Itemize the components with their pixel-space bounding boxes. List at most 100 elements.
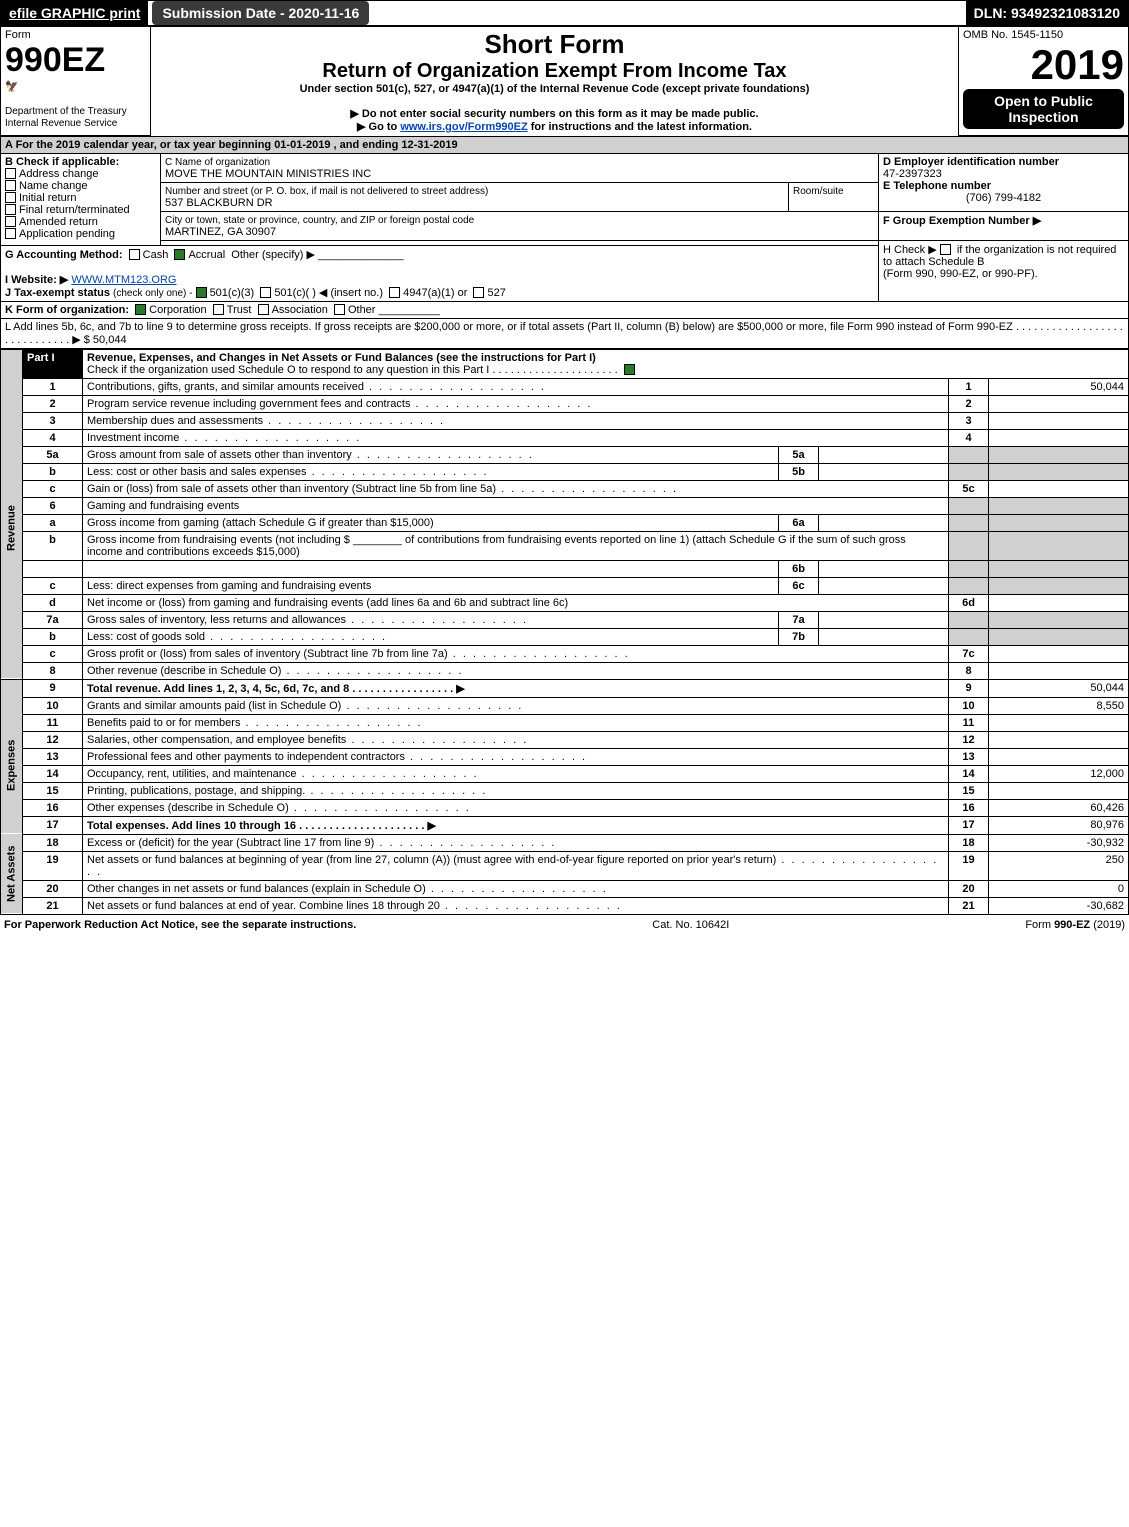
line-14-text: Occupancy, rent, utilities, and maintena… — [87, 768, 479, 780]
checkbox-4947[interactable] — [389, 287, 400, 298]
box-f-label: F Group Exemption Number ▶ — [883, 215, 1041, 227]
form-label: Form — [5, 29, 31, 41]
footer-right: Form 990-EZ (2019) — [1025, 919, 1125, 931]
line-16-text: Other expenses (describe in Schedule O) — [87, 802, 471, 814]
line-18-text: Excess or (deficit) for the year (Subtra… — [87, 837, 556, 849]
line-19-text: Net assets or fund balances at beginning… — [87, 854, 938, 878]
line-6b-text: Gross income from fundraising events (no… — [87, 534, 350, 546]
submission-date-badge: Submission Date - 2020-11-16 — [152, 1, 369, 25]
header-table: Form 990EZ 🦅 Department of the Treasury … — [0, 26, 1129, 136]
checkbox-corporation[interactable] — [135, 304, 146, 315]
line-3-text: Membership dues and assessments — [87, 415, 445, 427]
line-16-amount: 60,426 — [989, 799, 1129, 816]
irs-link[interactable]: www.irs.gov/Form990EZ — [400, 121, 527, 133]
line-2-text: Program service revenue including govern… — [87, 398, 592, 410]
line-11-text: Benefits paid to or for members — [87, 717, 423, 729]
footer-mid: Cat. No. 10642I — [652, 919, 729, 931]
form-subtitle: Return of Organization Exempt From Incom… — [155, 60, 954, 83]
part1-table: Part I Revenue, Expenses, and Changes in… — [0, 349, 1129, 915]
line-13-text: Professional fees and other payments to … — [87, 751, 587, 763]
line-5b-text: Less: cost or other basis and sales expe… — [87, 466, 489, 478]
top-bar: efile GRAPHIC print Submission Date - 20… — [0, 0, 1129, 26]
part1-title: Revenue, Expenses, and Changes in Net As… — [87, 352, 596, 364]
phone-value: (706) 799-4182 — [883, 192, 1124, 204]
form-under: Under section 501(c), 527, or 4947(a)(1)… — [155, 83, 954, 95]
line-6a-text: Gross income from gaming (attach Schedul… — [83, 514, 779, 531]
box-d-label: D Employer identification number — [883, 156, 1059, 168]
box-h-line1: H Check ▶ — [883, 244, 937, 256]
box-b-heading: B Check if applicable: — [5, 156, 119, 168]
checkbox-accrual[interactable] — [174, 249, 185, 260]
line-18-amount: -30,932 — [989, 834, 1129, 851]
line-5a-text: Gross amount from sale of assets other t… — [87, 449, 534, 461]
checkbox-final-return[interactable] — [5, 204, 16, 215]
part1-label: Part I — [27, 352, 55, 364]
ein-value: 47-2397323 — [883, 168, 942, 180]
box-e-label: E Telephone number — [883, 180, 991, 192]
checkbox-501c3[interactable] — [196, 287, 207, 298]
footer-left: For Paperwork Reduction Act Notice, see … — [4, 919, 356, 931]
line-7c-text: Gross profit or (loss) from sales of inv… — [87, 648, 630, 660]
line-20-text: Other changes in net assets or fund bala… — [87, 883, 608, 895]
open-to-public-badge: Open to Public Inspection — [963, 89, 1124, 129]
info-table: A For the 2019 calendar year, or tax yea… — [0, 136, 1129, 349]
line-6c-text: Less: direct expenses from gaming and fu… — [83, 577, 779, 594]
box-c-label: C Name of organization — [165, 157, 270, 168]
note-goto: ▶ Go to www.irs.gov/Form990EZ for instru… — [155, 120, 954, 133]
checkbox-schedule-o[interactable] — [624, 364, 635, 375]
checkbox-schedule-b[interactable] — [940, 244, 951, 255]
line-9-text: Total revenue. Add lines 1, 2, 3, 4, 5c,… — [87, 683, 465, 695]
line-6-text: Gaming and fundraising events — [83, 497, 949, 514]
website-link[interactable]: WWW.MTM123.ORG — [71, 274, 176, 286]
netassets-sidebar: Net Assets — [1, 834, 23, 914]
checkbox-501c[interactable] — [260, 287, 271, 298]
irs-label: Internal Revenue Service — [5, 118, 117, 129]
checkbox-amended-return[interactable] — [5, 216, 16, 227]
line-7a-text: Gross sales of inventory, less returns a… — [87, 614, 528, 626]
form-title: Short Form — [155, 29, 954, 60]
dept-label: Department of the Treasury — [5, 106, 127, 117]
period-line: A For the 2019 calendar year, or tax yea… — [5, 139, 458, 151]
line-6d-text: Net income or (loss) from gaming and fun… — [83, 594, 949, 611]
street-value: 537 BLACKBURN DR — [165, 197, 273, 209]
checkbox-cash[interactable] — [129, 249, 140, 260]
line-21-amount: -30,682 — [989, 897, 1129, 914]
line-10-text: Grants and similar amounts paid (list in… — [87, 700, 523, 712]
box-k-label: K Form of organization: — [5, 304, 129, 316]
box-h-line3: (Form 990, 990-EZ, or 990-PF). — [883, 268, 1038, 280]
box-g-label: G Accounting Method: — [5, 249, 123, 261]
line-1-amount: 50,044 — [989, 378, 1129, 395]
checkbox-other-org[interactable] — [334, 304, 345, 315]
checkbox-trust[interactable] — [213, 304, 224, 315]
checkbox-association[interactable] — [258, 304, 269, 315]
line-15-text: Printing, publications, postage, and shi… — [87, 785, 487, 797]
tax-year: 2019 — [963, 41, 1124, 89]
room-label: Room/suite — [793, 186, 844, 197]
line-17-text: Total expenses. Add lines 10 through 16 … — [87, 820, 436, 832]
expenses-sidebar: Expenses — [1, 697, 23, 834]
omb-number: OMB No. 1545-1150 — [963, 29, 1124, 41]
form-number: 990EZ — [5, 41, 105, 79]
line-7b-text: Less: cost of goods sold — [87, 631, 387, 643]
efile-print-link[interactable]: efile GRAPHIC print — [1, 1, 148, 25]
line-1-text: Contributions, gifts, grants, and simila… — [87, 381, 546, 393]
line-19-amount: 250 — [989, 851, 1129, 880]
checkbox-name-change[interactable] — [5, 180, 16, 191]
line-l-text: L Add lines 5b, 6c, and 7b to line 9 to … — [1, 318, 1129, 348]
line-5c-text: Gain or (loss) from sale of assets other… — [87, 483, 678, 495]
line-21-text: Net assets or fund balances at end of ye… — [87, 900, 622, 912]
revenue-sidebar: Revenue — [1, 378, 23, 679]
city-value: MARTINEZ, GA 30907 — [165, 226, 276, 238]
checkbox-application-pending[interactable] — [5, 228, 16, 239]
org-name: MOVE THE MOUNTAIN MINISTRIES INC — [165, 168, 371, 180]
checkbox-initial-return[interactable] — [5, 192, 16, 203]
part1-check-line: Check if the organization used Schedule … — [87, 364, 618, 376]
line-10-amount: 8,550 — [989, 697, 1129, 714]
addr-label: Number and street (or P. O. box, if mail… — [165, 186, 488, 197]
line-17-amount: 80,976 — [989, 816, 1129, 834]
footer: For Paperwork Reduction Act Notice, see … — [0, 915, 1129, 935]
box-i-label: I Website: ▶ — [5, 274, 68, 286]
checkbox-address-change[interactable] — [5, 168, 16, 179]
checkbox-527[interactable] — [473, 287, 484, 298]
box-j-label: J Tax-exempt status — [5, 287, 110, 299]
